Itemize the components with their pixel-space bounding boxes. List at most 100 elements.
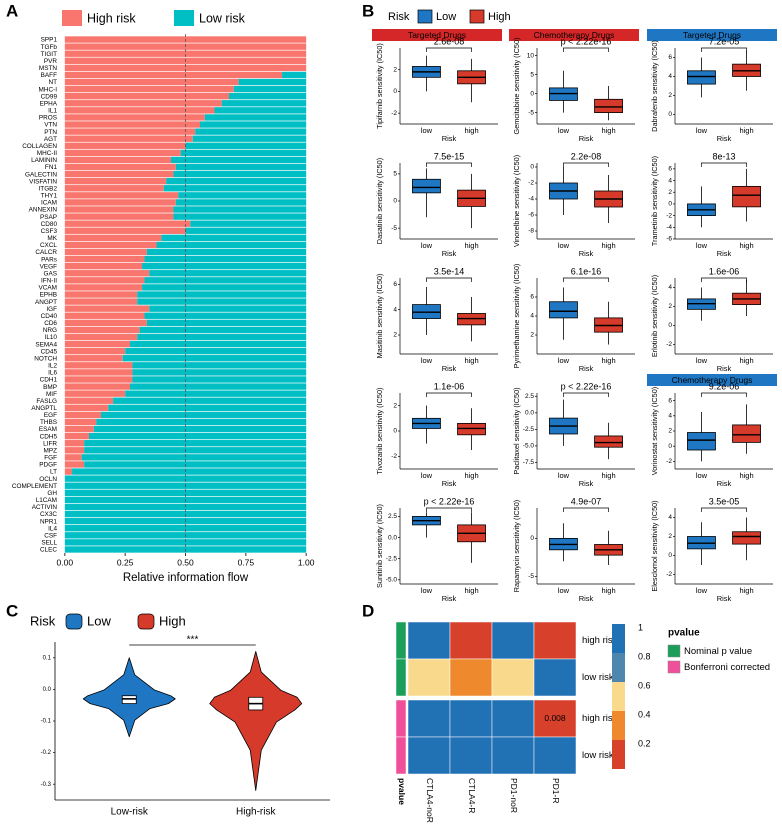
category-label: MK xyxy=(47,235,57,242)
y-tick-label: 2.5 xyxy=(525,393,534,400)
bar-segment xyxy=(64,234,162,242)
category-label: VCAM xyxy=(39,285,57,292)
y-tick-label: 2 xyxy=(393,66,397,73)
bar-segment xyxy=(204,114,307,121)
category-label: SELL xyxy=(41,540,57,547)
category-label: ESAM xyxy=(39,426,57,433)
category-label: NT xyxy=(48,79,57,86)
x-tick-label: low xyxy=(421,471,433,480)
bar-segment xyxy=(64,284,143,291)
x-tick-label: low xyxy=(421,126,433,135)
bar-segment xyxy=(64,362,133,369)
p-bracket xyxy=(426,162,472,167)
bar-segment xyxy=(146,248,307,256)
x-tick-label: high xyxy=(739,586,753,595)
p-bracket xyxy=(426,507,472,512)
category-label: MIF xyxy=(46,391,57,398)
category-label: CXCL xyxy=(40,242,57,249)
bar-segment xyxy=(64,383,130,390)
legend-swatch xyxy=(417,9,433,24)
p-value: 3.5e-05 xyxy=(709,496,740,506)
y-tick-label: -2 xyxy=(666,458,672,465)
x-tick-label: high xyxy=(464,241,478,250)
bar-segment xyxy=(96,418,307,426)
legend-title: pvalue xyxy=(668,628,700,639)
y-tick-label: -4 xyxy=(666,224,672,231)
column-label: CTLA4-R xyxy=(467,778,477,813)
bar-segment xyxy=(175,199,307,206)
box xyxy=(687,432,716,451)
category-label: MPZ xyxy=(44,447,58,454)
bar-segment xyxy=(93,425,307,433)
x-axis-label: Risk xyxy=(579,364,594,373)
y-axis-label: Tivozanib sensitivity (IC50) xyxy=(375,388,384,475)
y-tick-label: 6 xyxy=(668,166,672,173)
p-value: 4.9e-07 xyxy=(571,496,602,506)
y-tick-label: 4 xyxy=(668,73,672,80)
legend-title: Risk xyxy=(388,11,410,23)
x-tick-label: high xyxy=(601,356,615,365)
significance: *** xyxy=(187,635,199,646)
p-value: p < 2.22e-16 xyxy=(561,381,612,391)
heat-cell xyxy=(407,658,451,697)
category-label: AGT xyxy=(44,136,57,143)
x-tick-label: High-risk xyxy=(236,807,276,818)
x-tick-label: low xyxy=(558,586,570,595)
p-value: 6.1e-16 xyxy=(571,266,602,276)
bar-segment xyxy=(64,107,215,114)
y-tick-label: 2 xyxy=(393,332,397,339)
bar-segment xyxy=(137,333,307,341)
bar-segment xyxy=(64,355,123,362)
x-tick-label: low xyxy=(696,471,708,480)
bar-segment xyxy=(132,376,307,383)
bar-segment xyxy=(125,347,307,355)
x-tick-label: high xyxy=(464,586,478,595)
x-tick-label: low xyxy=(421,586,433,595)
x-tick-label: high xyxy=(464,471,478,480)
x-tick-label: high xyxy=(601,126,615,135)
category-label: IGF xyxy=(46,306,57,313)
x-tick-label: Low-risk xyxy=(111,807,149,818)
y-tick-label: 4 xyxy=(668,177,672,184)
category-label: MSTN xyxy=(39,65,57,72)
category-label: PVR xyxy=(44,58,58,65)
bar-segment xyxy=(81,454,307,461)
x-tick-label: 0.75 xyxy=(238,557,255,567)
bar-segment xyxy=(64,447,85,454)
heat-cell xyxy=(449,736,493,775)
bar-segment xyxy=(178,192,307,199)
legend-label: High xyxy=(159,613,186,628)
x-axis-label: Risk xyxy=(717,364,732,373)
y-tick-label: 4 xyxy=(668,514,672,521)
bar-segment xyxy=(64,185,164,192)
x-tick-label: low xyxy=(558,126,570,135)
y-tick-label: 0 xyxy=(530,164,534,171)
heat-cell xyxy=(407,699,451,738)
colorbar-segment xyxy=(612,711,625,740)
y-tick-label: -2 xyxy=(666,571,672,578)
category-label: IL10 xyxy=(45,334,58,341)
panel-letter: B xyxy=(362,1,374,20)
column-label: PD1-noR xyxy=(509,778,519,813)
y-tick-label: 2.5 xyxy=(388,513,397,520)
x-axis-label: Risk xyxy=(579,594,594,603)
bar-segment xyxy=(64,85,234,93)
p-value: 3.5e-14 xyxy=(434,266,465,276)
group-label: Chemotherapy Drugs xyxy=(672,375,753,385)
legend-label: Low xyxy=(87,613,111,628)
x-tick-label: 0.00 xyxy=(57,557,74,567)
bar-segment xyxy=(64,347,126,355)
x-tick-label: 0.50 xyxy=(177,557,194,567)
x-tick-label: low xyxy=(421,241,433,250)
bar-segment xyxy=(64,468,73,475)
row-label: low risk xyxy=(582,750,614,761)
p-value: 2.6e-08 xyxy=(434,36,465,46)
colorbar-label: 0.6 xyxy=(638,680,651,690)
category-label: COMPLEMENT xyxy=(12,483,57,490)
y-tick-label: -0.1 xyxy=(41,719,52,725)
y-tick-label: 10 xyxy=(527,52,535,59)
box xyxy=(549,301,578,319)
category-label: GH xyxy=(47,490,57,497)
bar-segment xyxy=(64,199,176,206)
